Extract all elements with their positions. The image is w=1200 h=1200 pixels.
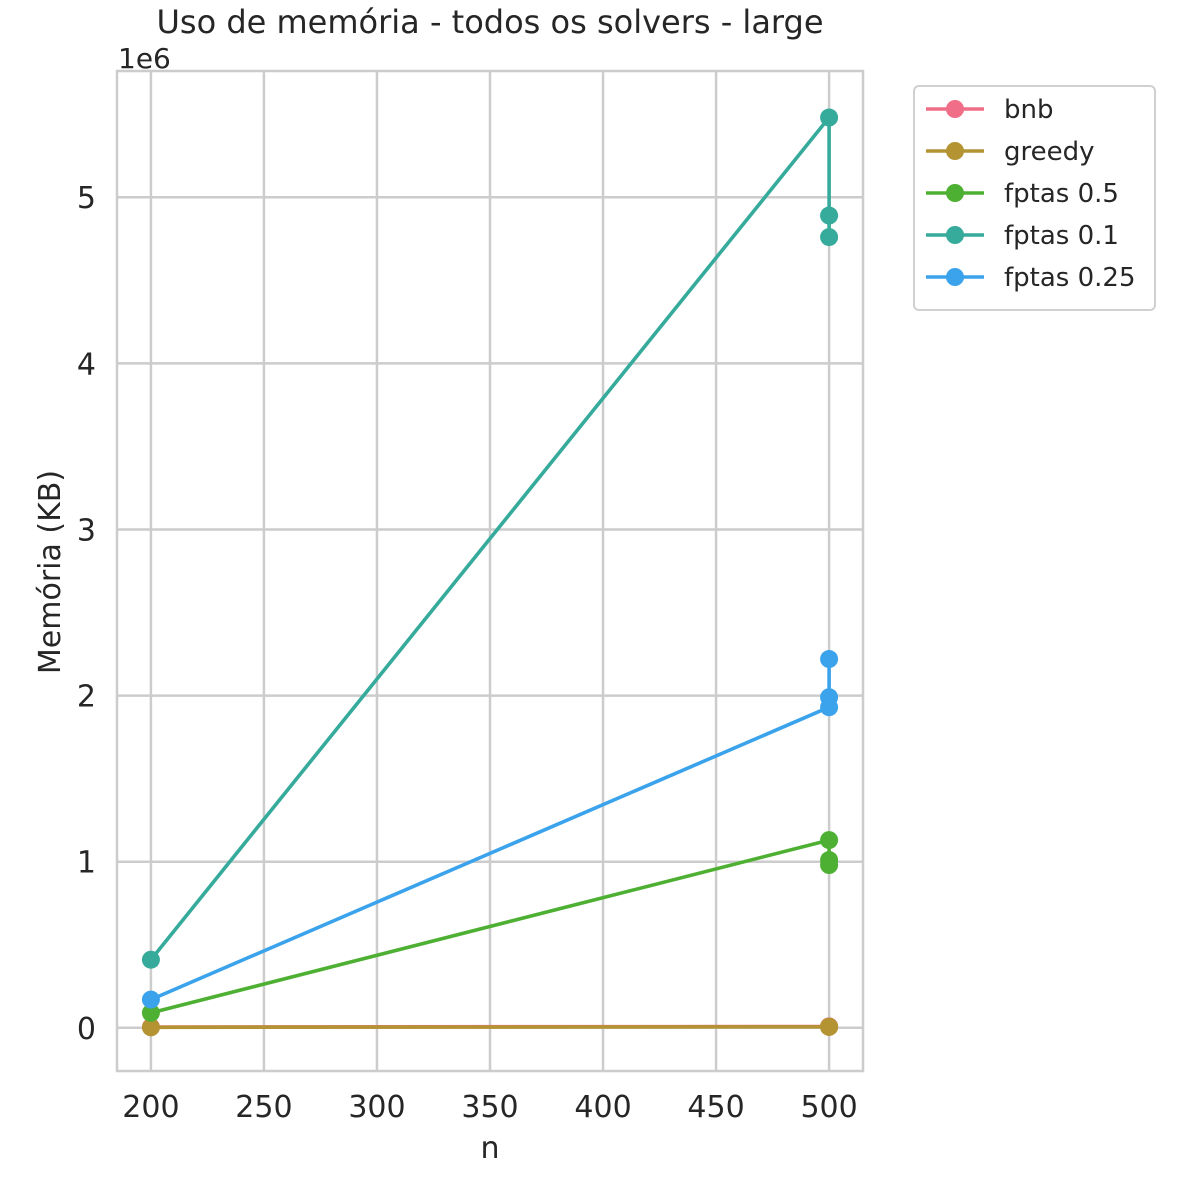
- y-axis-ticks: 0 1 2 3 4 5: [77, 181, 96, 1047]
- data-point: [820, 108, 839, 127]
- y-tick-label: 0: [77, 1012, 96, 1047]
- legend-box: [913, 85, 1156, 311]
- data-point: [141, 1003, 160, 1022]
- y-offset-label: 1e6: [118, 42, 171, 75]
- legend-marker: [946, 226, 964, 244]
- series-fptas-0-1: [141, 108, 839, 969]
- legend-entry-bnb: bnb: [926, 95, 1054, 125]
- series-fptas-0-25: [141, 650, 839, 1009]
- x-tick-label: 500: [800, 1090, 857, 1125]
- legend-marker: [946, 184, 964, 202]
- legend-label: fptas 0.5: [1004, 179, 1119, 209]
- x-axis-ticks: 200 250 300 350 400 450 500: [122, 1090, 857, 1125]
- x-tick-label: 450: [687, 1090, 744, 1125]
- legend-entry-fptas-0-1: fptas 0.1: [926, 221, 1119, 251]
- data-point: [820, 206, 839, 225]
- legend-marker: [946, 142, 964, 160]
- y-tick-label: 5: [77, 181, 96, 216]
- data-point: [820, 1017, 839, 1036]
- legend-label: fptas 0.25: [1004, 263, 1136, 293]
- y-tick-label: 1: [77, 846, 96, 881]
- data-point: [820, 228, 839, 247]
- legend-label: fptas 0.1: [1004, 221, 1119, 251]
- series-greedy: [141, 1017, 839, 1037]
- series-line: [149, 115, 831, 961]
- data-point: [141, 1018, 160, 1037]
- series-layer: [141, 108, 839, 1037]
- legend-label: bnb: [1004, 95, 1054, 125]
- data-point: [820, 650, 839, 669]
- chart-title: Uso de memória - todos os solvers - larg…: [156, 3, 823, 41]
- series-line: [150, 1025, 830, 1030]
- x-tick-label: 300: [348, 1090, 405, 1125]
- legend-entry-greedy: greedy: [926, 137, 1095, 167]
- x-tick-label: 250: [235, 1090, 292, 1125]
- series-fptas-0-5: [141, 831, 839, 1022]
- legend-entry-fptas-0-5: fptas 0.5: [926, 179, 1119, 209]
- data-point: [820, 856, 839, 875]
- y-axis-label: Memória (KB): [33, 470, 68, 674]
- data-point: [141, 950, 160, 969]
- x-tick-label: 400: [574, 1090, 631, 1125]
- legend-marker: [946, 268, 964, 286]
- legend-label: greedy: [1004, 137, 1095, 167]
- data-point: [820, 831, 839, 850]
- y-tick-label: 3: [77, 513, 96, 548]
- legend: bnb greedy fptas 0.5 fptas 0.1 fptas 0.25: [913, 85, 1156, 311]
- x-axis-label: n: [480, 1131, 499, 1166]
- y-tick-label: 4: [77, 347, 96, 382]
- plot-area: [115, 69, 865, 1073]
- legend-marker: [946, 100, 964, 118]
- legend-entry-fptas-0-25: fptas 0.25: [926, 263, 1136, 293]
- data-point: [141, 990, 160, 1009]
- data-point: [820, 688, 839, 707]
- plot-frame: [115, 69, 865, 1073]
- x-tick-label: 350: [461, 1090, 518, 1125]
- x-tick-label: 200: [122, 1090, 179, 1125]
- y-tick-label: 2: [77, 680, 96, 715]
